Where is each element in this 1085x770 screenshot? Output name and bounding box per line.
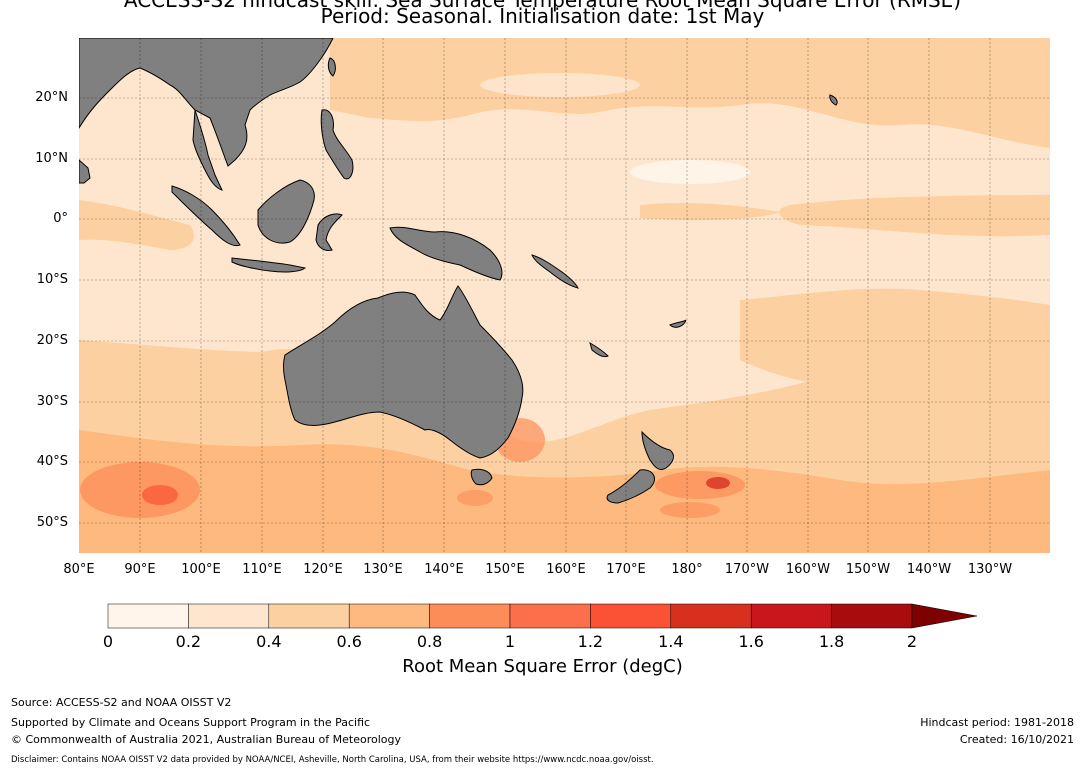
land-malay-peninsula (192, 109, 223, 191)
lon-label-170e: 170°E (606, 562, 646, 577)
rmse-patch-pale-central (630, 160, 750, 184)
rmse-patch-nz-south (660, 502, 720, 518)
colorbar-swatch-4 (429, 603, 511, 629)
rmse-patch-hot-west-core (142, 485, 178, 505)
colorbar-swatch-8 (750, 603, 832, 629)
lat-label-0: 0° (53, 211, 68, 226)
rmse-patch-nz-east (655, 471, 745, 499)
lon-label-110e: 110°E (242, 562, 282, 577)
land-new-zealand-north (641, 430, 674, 471)
land-india-tip (79, 159, 91, 184)
land-java (231, 257, 307, 273)
lon-label-160w: 160°W (785, 562, 831, 577)
lon-label-80e: 80°E (63, 562, 95, 577)
lon-label-90e: 90°E (124, 562, 156, 577)
footer-created: Created: 16/10/2021 (959, 733, 1074, 746)
colorbar-swatch-6 (590, 603, 672, 629)
chart-title-period: Period: Seasonal. Initialisation date: 1… (320, 4, 765, 28)
land-sumatra (171, 185, 241, 247)
colorbar-extend-arrow (911, 603, 978, 629)
lon-label-150w: 150°W (845, 562, 891, 577)
lon-label-130e: 130°E (363, 562, 403, 577)
colorbar-swatch-3 (348, 603, 430, 629)
colorbar-tick-1: 0.2 (175, 632, 202, 651)
graticule (79, 38, 1050, 553)
rmse-patch-nz-core (706, 477, 730, 489)
land-fiji (669, 319, 687, 328)
rmse-band-equatorial-central (640, 202, 780, 220)
colorbar-swatch-2 (268, 603, 350, 629)
colorbar-tick-6: 1.2 (577, 632, 604, 651)
lat-label-10s: 10°S (36, 272, 68, 287)
colorbar-swatch-0 (107, 603, 189, 629)
lon-label-180: 180° (671, 562, 703, 577)
land-new-caledonia (589, 341, 609, 358)
rmse-band-west-equator (79, 200, 194, 250)
rmse-patch-tasman (457, 490, 493, 506)
land-australia (283, 285, 524, 459)
land-philippines (320, 109, 354, 180)
lon-label-160e: 160°E (546, 562, 586, 577)
lon-label-140e: 140°E (424, 562, 464, 577)
lon-label-120e: 120°E (303, 562, 343, 577)
land-tasmania (470, 468, 493, 486)
lon-label-170w: 170°W (724, 562, 770, 577)
colorbar-swatch-7 (670, 603, 752, 629)
footer-hindcast-period: Hindcast period: 1981-2018 (920, 716, 1074, 729)
map-area (79, 38, 1050, 553)
colorbar-swatch-5 (509, 603, 591, 629)
footer-copyright: © Commonwealth of Australia 2021, Austra… (11, 733, 401, 746)
lon-label-140w: 140°W (906, 562, 952, 577)
rmse-patch-pale-north (480, 73, 640, 97)
land-hawaii (829, 94, 838, 106)
lon-label-130w: 130°W (967, 562, 1013, 577)
colorbar-title: Root Mean Square Error (degC) (402, 656, 683, 677)
lat-label-10n: 10°N (35, 151, 68, 166)
colorbar-swatch-9 (831, 603, 913, 629)
lat-label-40s: 40°S (36, 454, 68, 469)
land-borneo (257, 179, 315, 244)
colorbar-tick-9: 1.8 (818, 632, 845, 651)
colorbar-swatch-1 (188, 603, 270, 629)
footer-source: Source: ACCESS-S2 and NOAA OISST V2 (11, 696, 232, 709)
colorbar-tick-0: 0 (102, 632, 114, 651)
colorbar-tick-10: 2 (906, 632, 918, 651)
footer-disclaimer: Disclaimer: Contains NOAA OISST V2 data … (11, 755, 654, 765)
rmse-band-equatorial-east (779, 195, 1050, 237)
land-new-zealand-south (606, 469, 655, 504)
footer-support: Supported by Climate and Oceans Support … (11, 716, 371, 729)
landmasses (79, 38, 838, 504)
colorbar-tick-7: 1.4 (658, 632, 684, 651)
rmse-band-pacific-east (740, 288, 1050, 386)
lat-label-30s: 30°S (36, 394, 68, 409)
colorbar-tick-2: 0.4 (256, 632, 282, 651)
lat-label-50s: 50°S (36, 515, 68, 530)
lat-label-20s: 20°S (36, 333, 68, 348)
land-sulawesi (315, 213, 343, 251)
chart-title-top: ACCESS-S2 hindcast skill: Sea Surface Te… (123, 0, 962, 12)
land-new-guinea (389, 226, 503, 281)
colorbar-tick-4: 0.8 (416, 632, 443, 651)
colorbar-tick-3: 0.6 (336, 632, 362, 651)
lat-label-20n: 20°N (35, 90, 68, 105)
colorbar (107, 603, 978, 629)
colorbar-tick-5: 1 (504, 632, 516, 651)
rmse-patch-hot-west (80, 462, 200, 518)
land-solomons (531, 254, 579, 289)
lon-label-100e: 100°E (181, 562, 221, 577)
colorbar-tick-8: 1.6 (738, 632, 764, 651)
land-taiwan (327, 57, 336, 77)
land-asia (79, 38, 334, 167)
rmse-band-southern-ocean (79, 430, 1050, 553)
lon-label-150e: 150°E (485, 562, 525, 577)
